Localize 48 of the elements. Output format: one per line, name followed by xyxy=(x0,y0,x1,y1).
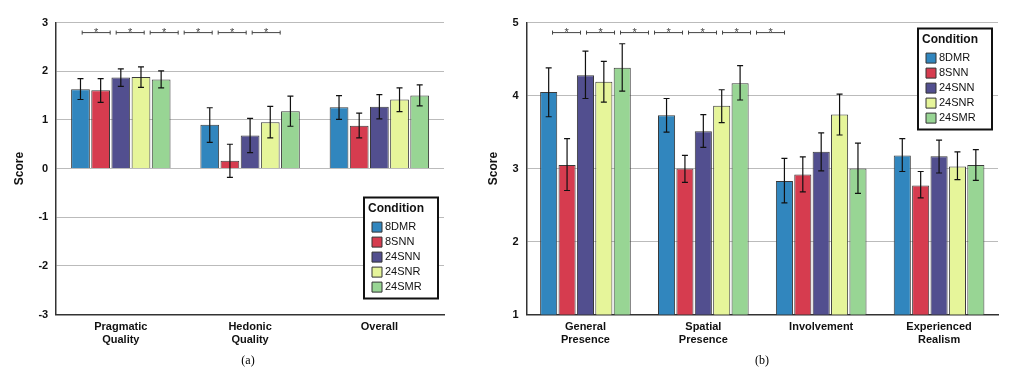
legend-label: 24SNN xyxy=(385,250,421,263)
y-tick-label: -3 xyxy=(38,307,49,320)
legend-label: 24SNR xyxy=(939,96,975,109)
annotation: * xyxy=(700,25,706,38)
legend-label: 24SNR xyxy=(385,265,421,278)
y-tick-label: 4 xyxy=(512,88,520,101)
y-tick-label: 5 xyxy=(512,15,519,28)
annotation: * xyxy=(196,25,202,38)
y-tick-label: -2 xyxy=(38,258,49,271)
y-tick-label: 1 xyxy=(42,112,49,125)
y-tick-label: -1 xyxy=(38,210,49,223)
x-tick-label: Hedonic Quality xyxy=(228,320,272,346)
x-tick-label: Experienced Realism xyxy=(906,320,972,346)
y-tick-label: 3 xyxy=(42,15,49,28)
x-tick-label: General Presence xyxy=(560,320,610,346)
x-axis-title: (b) xyxy=(754,353,770,368)
legend-label: 24SMR xyxy=(385,280,422,293)
annotation: * xyxy=(264,25,270,38)
legend-title: Condition xyxy=(368,200,424,215)
legend-title: Condition xyxy=(922,31,978,46)
annotation: * xyxy=(128,25,134,38)
x-tick-label: Spatial Presence xyxy=(678,320,728,346)
y-tick-label: 2 xyxy=(512,234,519,247)
legend-label: 24SNN xyxy=(939,81,975,94)
y-axis-title: Score xyxy=(11,151,26,186)
annotation: * xyxy=(734,25,740,38)
y-tick-label: 0 xyxy=(42,161,49,174)
annotation: * xyxy=(94,25,100,38)
x-tick-label: Involvement xyxy=(789,320,854,333)
x-tick-label: Pragmatic Quality xyxy=(94,320,148,346)
y-axis-title: Score xyxy=(485,151,500,186)
y-tick-label: 1 xyxy=(512,307,519,320)
x-axis-title: (a) xyxy=(240,353,256,368)
legend-label: 8SNN xyxy=(385,235,415,248)
legend-label: 8DMR xyxy=(385,220,417,233)
y-tick-label: 3 xyxy=(512,161,519,174)
x-tick-label: Overall xyxy=(360,320,399,333)
annotation: * xyxy=(162,25,168,38)
legend-label: 8SNN xyxy=(939,66,969,79)
annotation: * xyxy=(230,25,236,38)
annotation: * xyxy=(666,25,672,38)
legend-label: 8DMR xyxy=(939,51,971,64)
annotation: * xyxy=(564,25,570,38)
annotation: * xyxy=(598,25,604,38)
legend-label: 24SMR xyxy=(939,111,976,124)
annotation: * xyxy=(768,25,774,38)
y-tick-label: 2 xyxy=(42,64,49,77)
annotation: * xyxy=(632,25,638,38)
